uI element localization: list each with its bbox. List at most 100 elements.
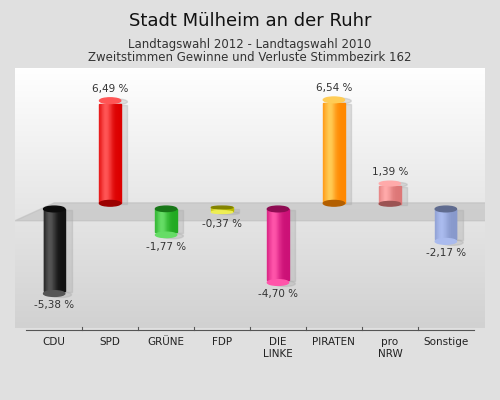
Bar xyxy=(386,186,387,204)
Bar xyxy=(56,209,57,291)
Bar xyxy=(227,208,228,211)
Bar xyxy=(383,186,384,204)
Bar xyxy=(340,103,341,203)
Bar xyxy=(55,209,56,291)
Bar xyxy=(64,209,65,291)
Bar xyxy=(105,104,106,203)
Bar xyxy=(327,103,328,203)
Text: -1,77 %: -1,77 % xyxy=(146,242,186,252)
Bar xyxy=(114,104,115,203)
Bar xyxy=(48,209,49,291)
Bar xyxy=(229,208,230,211)
Bar xyxy=(59,209,60,291)
Bar xyxy=(115,104,116,203)
Bar xyxy=(162,209,163,232)
Ellipse shape xyxy=(100,200,121,206)
Bar xyxy=(50,209,51,291)
Bar xyxy=(436,209,438,238)
Bar xyxy=(49,209,50,291)
Bar xyxy=(168,209,169,232)
Bar xyxy=(394,186,395,204)
Ellipse shape xyxy=(212,211,233,214)
Ellipse shape xyxy=(50,292,72,298)
Bar xyxy=(435,209,436,238)
Bar xyxy=(330,103,331,203)
Ellipse shape xyxy=(435,238,456,244)
Bar xyxy=(108,104,110,203)
Bar xyxy=(101,104,102,203)
Bar xyxy=(110,104,111,203)
Bar xyxy=(117,104,118,203)
Bar xyxy=(342,103,343,203)
Ellipse shape xyxy=(435,206,456,212)
Bar xyxy=(228,208,229,211)
Bar xyxy=(336,103,337,203)
Text: Stadt Mülheim an der Ruhr: Stadt Mülheim an der Ruhr xyxy=(129,12,371,30)
Bar xyxy=(438,209,440,238)
Bar xyxy=(158,209,159,232)
Text: -4,70 %: -4,70 % xyxy=(258,289,298,299)
Bar xyxy=(274,210,295,281)
Text: Zweitstimmen Gewinne und Verluste Stimmbezirk 162: Zweitstimmen Gewinne und Verluste Stimmb… xyxy=(88,51,412,64)
Bar xyxy=(111,104,112,203)
Bar xyxy=(103,104,104,203)
Ellipse shape xyxy=(324,200,344,206)
Ellipse shape xyxy=(380,181,400,186)
Ellipse shape xyxy=(268,206,288,212)
Ellipse shape xyxy=(274,281,295,286)
Bar xyxy=(385,186,386,204)
Bar xyxy=(339,103,340,203)
Ellipse shape xyxy=(218,212,240,215)
Bar xyxy=(392,186,394,204)
Bar xyxy=(398,186,399,204)
Bar xyxy=(167,209,168,232)
Bar xyxy=(270,209,271,280)
Bar xyxy=(273,209,274,280)
Bar xyxy=(45,209,46,291)
Bar xyxy=(102,104,103,203)
Bar xyxy=(271,209,272,280)
Ellipse shape xyxy=(44,206,65,212)
Bar xyxy=(324,103,326,203)
Text: -2,17 %: -2,17 % xyxy=(426,248,466,258)
Bar xyxy=(283,209,284,280)
Ellipse shape xyxy=(380,202,400,206)
Bar xyxy=(272,209,273,280)
Bar xyxy=(341,103,342,203)
Bar xyxy=(157,209,158,232)
Ellipse shape xyxy=(156,232,176,238)
Bar xyxy=(334,103,336,203)
Bar xyxy=(442,210,463,240)
Bar xyxy=(287,209,288,280)
Bar xyxy=(329,103,330,203)
Bar xyxy=(112,104,113,203)
Bar xyxy=(47,209,48,291)
Bar xyxy=(332,103,333,203)
Bar xyxy=(399,186,400,204)
Bar xyxy=(285,209,286,280)
Bar xyxy=(380,186,382,204)
Bar xyxy=(172,209,173,232)
Bar xyxy=(231,208,232,211)
Bar xyxy=(162,210,184,233)
Bar xyxy=(328,103,329,203)
Bar xyxy=(226,208,227,211)
Bar xyxy=(382,186,383,204)
Bar xyxy=(326,103,327,203)
Bar xyxy=(52,209,54,291)
Ellipse shape xyxy=(442,240,463,245)
Bar xyxy=(100,104,101,203)
Bar xyxy=(440,209,441,238)
Bar xyxy=(171,209,172,232)
Bar xyxy=(337,103,338,203)
Text: Landtagswahl 2012 - Landtagswahl 2010: Landtagswahl 2012 - Landtagswahl 2010 xyxy=(128,38,372,51)
Bar xyxy=(230,208,231,211)
Bar xyxy=(454,209,455,238)
Bar xyxy=(44,209,45,291)
Bar xyxy=(443,209,444,238)
Bar xyxy=(113,104,114,203)
Bar xyxy=(163,209,164,232)
Ellipse shape xyxy=(386,182,407,187)
Bar xyxy=(274,209,275,280)
Bar xyxy=(62,209,64,291)
